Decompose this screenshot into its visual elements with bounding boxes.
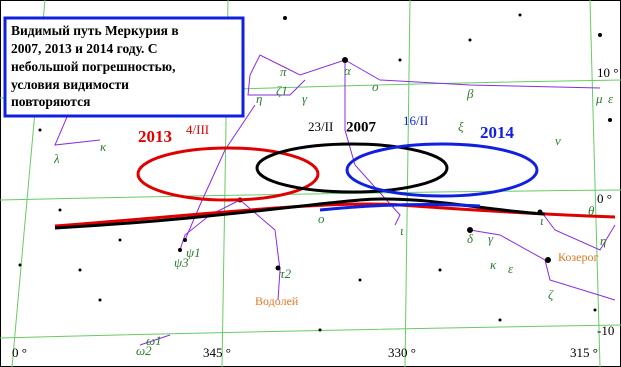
title-line: небольшой погрешностью, bbox=[11, 59, 175, 74]
loop-date: 16/II bbox=[403, 113, 428, 128]
axis-label: 330 ° bbox=[388, 345, 416, 360]
star-label: ψ1 bbox=[186, 245, 201, 260]
loop-year: 2007 bbox=[346, 119, 377, 135]
axis-label: 0 ° bbox=[597, 191, 612, 206]
star-label: λ bbox=[53, 151, 60, 166]
loop-date: 4/III bbox=[186, 122, 209, 137]
title-box: Видимый путь Меркурия в 2007, 2013 и 201… bbox=[3, 16, 245, 118]
loop-year: 2013 bbox=[138, 127, 172, 146]
star-label: η bbox=[600, 233, 606, 248]
axis-label: -10 bbox=[597, 323, 614, 338]
star-label: ο bbox=[372, 79, 379, 94]
star-label: ψ3 bbox=[174, 255, 189, 270]
star-label: α bbox=[344, 63, 352, 78]
star-label: ω2 bbox=[136, 343, 152, 358]
constellation-name: Водолей bbox=[255, 294, 299, 308]
axis-label: 345 ° bbox=[203, 345, 231, 360]
title-line: условия видимости bbox=[11, 77, 129, 92]
star-labels: π ζ1 γ η α ο β μ ε λ κ ξ ν θ ι δ γ κ ε ζ… bbox=[53, 63, 614, 358]
loop-year: 2014 bbox=[480, 123, 515, 142]
star-label: η bbox=[256, 91, 262, 106]
axis-label: 0 ° bbox=[12, 345, 27, 360]
title-line: 2007, 2013 и 2014 году. С bbox=[11, 41, 158, 56]
star-label: ο bbox=[318, 211, 325, 226]
axis-label: 10 ° bbox=[597, 65, 618, 80]
star-label: π bbox=[280, 64, 287, 79]
star-label: κ bbox=[490, 257, 497, 272]
star-label: δ bbox=[467, 231, 474, 246]
mercury-paths bbox=[54, 142, 616, 230]
star-label: ξ bbox=[458, 119, 464, 134]
star-label: θ bbox=[588, 203, 595, 218]
star-label: ν bbox=[555, 133, 561, 148]
star-label: ε bbox=[608, 91, 614, 106]
constellation-lines bbox=[54, 54, 616, 346]
star-label: γ bbox=[302, 91, 308, 106]
loop-date: 23/II bbox=[308, 119, 333, 134]
stars bbox=[18, 13, 612, 332]
title-line: Видимый путь Меркурия в bbox=[11, 23, 179, 38]
star-label: ζ1 bbox=[276, 83, 288, 98]
star-label: ι bbox=[540, 213, 544, 228]
axis-label: 315 ° bbox=[570, 345, 598, 360]
star-label: κ bbox=[100, 139, 107, 154]
star-label: τ2 bbox=[280, 266, 292, 281]
star-label: μ bbox=[595, 91, 603, 106]
star-label: ε bbox=[508, 261, 514, 276]
constellation-name: Козерог bbox=[558, 250, 598, 264]
star-label: γ bbox=[488, 231, 494, 246]
star-label: β bbox=[466, 86, 474, 101]
title-line: повторяются bbox=[11, 94, 90, 109]
star-label: ζ bbox=[548, 287, 554, 302]
star-label: ι bbox=[400, 223, 404, 238]
star-label: ω1 bbox=[146, 333, 162, 348]
